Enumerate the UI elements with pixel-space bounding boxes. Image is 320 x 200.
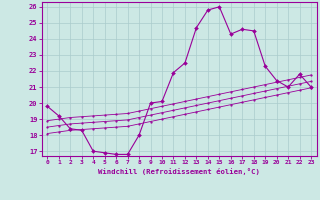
X-axis label: Windchill (Refroidissement éolien,°C): Windchill (Refroidissement éolien,°C) [98, 168, 260, 175]
